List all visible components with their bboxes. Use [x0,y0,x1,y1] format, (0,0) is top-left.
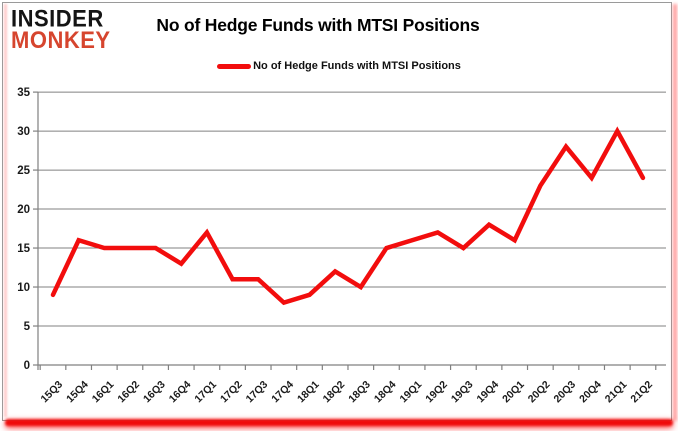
x-axis-tick-labels: 15Q3 15Q4 16Q1 16Q2 16Q3 16Q4 17Q1 17Q2 17Q3 17Q4… [38,379,655,406]
bottom-glow-border [5,419,673,426]
logo-line-insider: INSIDER [11,4,104,32]
left-glow-border [4,4,7,417]
legend-line-swatch-icon [217,63,252,69]
y-axis-tick-labels: 0 5 10 15 20 25 30 35 [17,87,38,372]
svg-text:20Q1: 20Q1 [500,379,527,406]
chart-title: No of Hedge Funds with MTSI Positions [156,15,480,35]
svg-text:30: 30 [17,126,30,138]
svg-text:18Q4: 18Q4 [372,379,399,406]
gridlines [38,91,666,366]
svg-text:19Q2: 19Q2 [423,379,450,406]
svg-text:15Q3: 15Q3 [38,379,65,406]
svg-text:15Q4: 15Q4 [64,379,91,406]
svg-text:0: 0 [24,360,30,372]
legend-label: No of Hedge Funds with MTSI Positions [253,60,461,72]
svg-text:17Q1: 17Q1 [192,379,219,406]
legend: No of Hedge Funds with MTSI Positions [0,60,678,72]
svg-text:35: 35 [17,87,30,99]
svg-text:15: 15 [17,243,30,255]
svg-text:16Q3: 16Q3 [141,379,168,406]
logo-line-monkey: MONKEY [11,26,111,54]
svg-text:10: 10 [17,282,30,294]
axes [37,92,666,370]
svg-text:20Q2: 20Q2 [526,379,553,406]
svg-text:21Q1: 21Q1 [603,379,630,406]
svg-text:19Q1: 19Q1 [398,379,425,406]
svg-text:19Q4: 19Q4 [475,379,502,406]
svg-text:20: 20 [17,204,30,216]
svg-text:21Q2: 21Q2 [628,379,655,406]
chart-frame-border [2,2,672,421]
svg-text:17Q4: 17Q4 [269,379,296,406]
right-glow-border [673,4,677,421]
x-axis-ticks [39,365,657,370]
svg-text:25: 25 [17,165,30,177]
svg-text:18Q1: 18Q1 [295,379,322,406]
svg-text:17Q3: 17Q3 [244,379,271,406]
svg-text:17Q2: 17Q2 [218,379,245,406]
svg-text:18Q3: 18Q3 [346,379,373,406]
svg-text:20Q3: 20Q3 [551,379,578,406]
svg-text:16Q4: 16Q4 [167,379,194,406]
svg-text:18Q2: 18Q2 [321,379,348,406]
svg-text:19Q3: 19Q3 [449,379,476,406]
series-line [50,126,646,306]
svg-text:5: 5 [24,321,31,333]
svg-text:20Q4: 20Q4 [577,379,604,406]
insider-monkey-logo: INSIDER MONKEY [11,4,111,54]
svg-text:16Q1: 16Q1 [90,379,117,406]
svg-text:16Q2: 16Q2 [115,379,142,406]
